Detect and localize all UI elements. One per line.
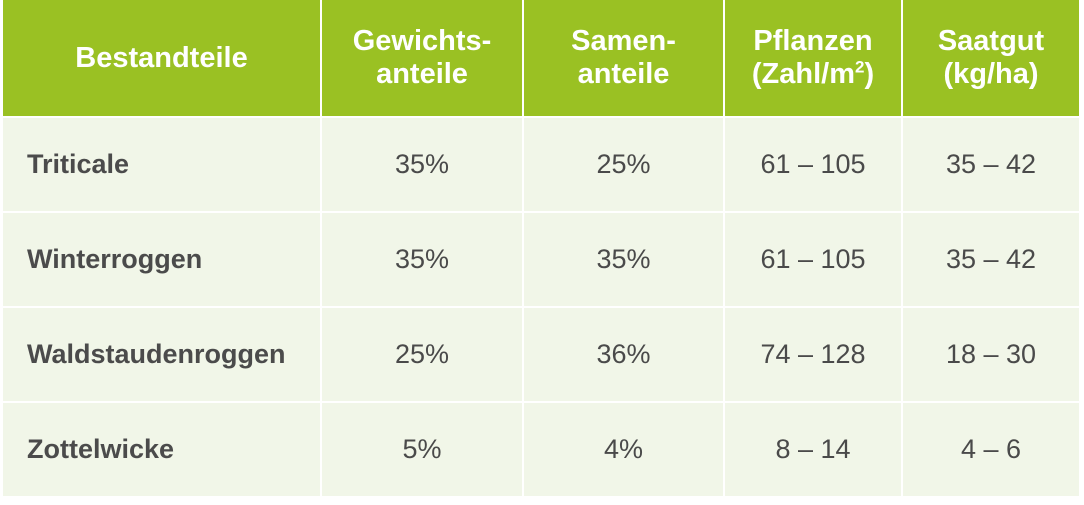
cell-pflanzen: 61 – 105 — [723, 116, 902, 212]
cell-pflanzen: 74 – 128 — [723, 306, 902, 402]
cell-saatgut: 35 – 42 — [901, 116, 1079, 212]
cell-gewicht: 35% — [320, 211, 523, 307]
header-bestandteile-label: Bestandteile — [75, 41, 248, 74]
header-saatgut: Saatgut (kg/ha) — [901, 0, 1079, 117]
seed-mix-table: Bestandteile Gewichts- anteile Samen- an… — [3, 0, 1079, 496]
header-samenanteile-line1: Samen- — [571, 25, 676, 57]
table-row: Waldstaudenroggen 25% 36% 74 – 128 18 – … — [3, 306, 1079, 402]
cell-gewicht: 35% — [320, 116, 523, 212]
header-pflanzen-line1: Pflanzen — [753, 25, 873, 57]
header-samenanteile: Samen- anteile — [522, 0, 724, 117]
header-gewichtsanteile: Gewichts- anteile — [320, 0, 523, 117]
cell-saatgut: 35 – 42 — [901, 211, 1079, 307]
cell-gewicht: 5% — [320, 401, 523, 496]
table-body: Triticale 35% 25% 61 – 105 35 – 42 Winte… — [3, 116, 1079, 496]
header-gewichtsanteile-line2: anteile — [376, 58, 468, 90]
table-row: Triticale 35% 25% 61 – 105 35 – 42 — [3, 116, 1079, 212]
cell-name: Waldstaudenroggen — [3, 306, 321, 402]
cell-samen: 35% — [522, 211, 724, 307]
header-saatgut-line1: Saatgut — [937, 25, 1045, 57]
cell-saatgut: 18 – 30 — [901, 306, 1079, 402]
cell-name: Triticale — [3, 116, 321, 212]
header-gewichtsanteile-line1: Gewichts- — [352, 25, 492, 57]
cell-samen: 4% — [522, 401, 724, 496]
header-pflanzen-unit-sup: 2 — [854, 57, 865, 77]
cell-name: Winterroggen — [3, 211, 321, 307]
cell-gewicht: 25% — [320, 306, 523, 402]
header-pflanzen: Pflanzen (Zahl/m2) — [723, 0, 902, 117]
table-row: Zottelwicke 5% 4% 8 – 14 4 – 6 — [3, 401, 1079, 496]
header-row: Bestandteile Gewichts- anteile Samen- an… — [3, 0, 1079, 117]
header-pflanzen-unit-pre: (Zahl/m — [751, 58, 855, 90]
cell-samen: 36% — [522, 306, 724, 402]
cell-saatgut: 4 – 6 — [901, 401, 1079, 496]
cell-samen: 25% — [522, 116, 724, 212]
header-samenanteile-line2: anteile — [577, 58, 670, 90]
cell-pflanzen: 8 – 14 — [723, 401, 902, 496]
header-saatgut-line2: (kg/ha) — [943, 58, 1039, 90]
header-pflanzen-line2: (Zahl/m2) — [731, 58, 895, 91]
table-row: Winterroggen 35% 35% 61 – 105 35 – 42 — [3, 211, 1079, 307]
seed-mix-table-container: Bestandteile Gewichts- anteile Samen- an… — [3, 0, 1079, 496]
cell-name: Zottelwicke — [3, 401, 321, 496]
header-pflanzen-unit-post: ) — [864, 58, 875, 90]
table-header: Bestandteile Gewichts- anteile Samen- an… — [3, 0, 1079, 117]
cell-pflanzen: 61 – 105 — [723, 211, 902, 307]
header-bestandteile: Bestandteile — [3, 0, 321, 117]
